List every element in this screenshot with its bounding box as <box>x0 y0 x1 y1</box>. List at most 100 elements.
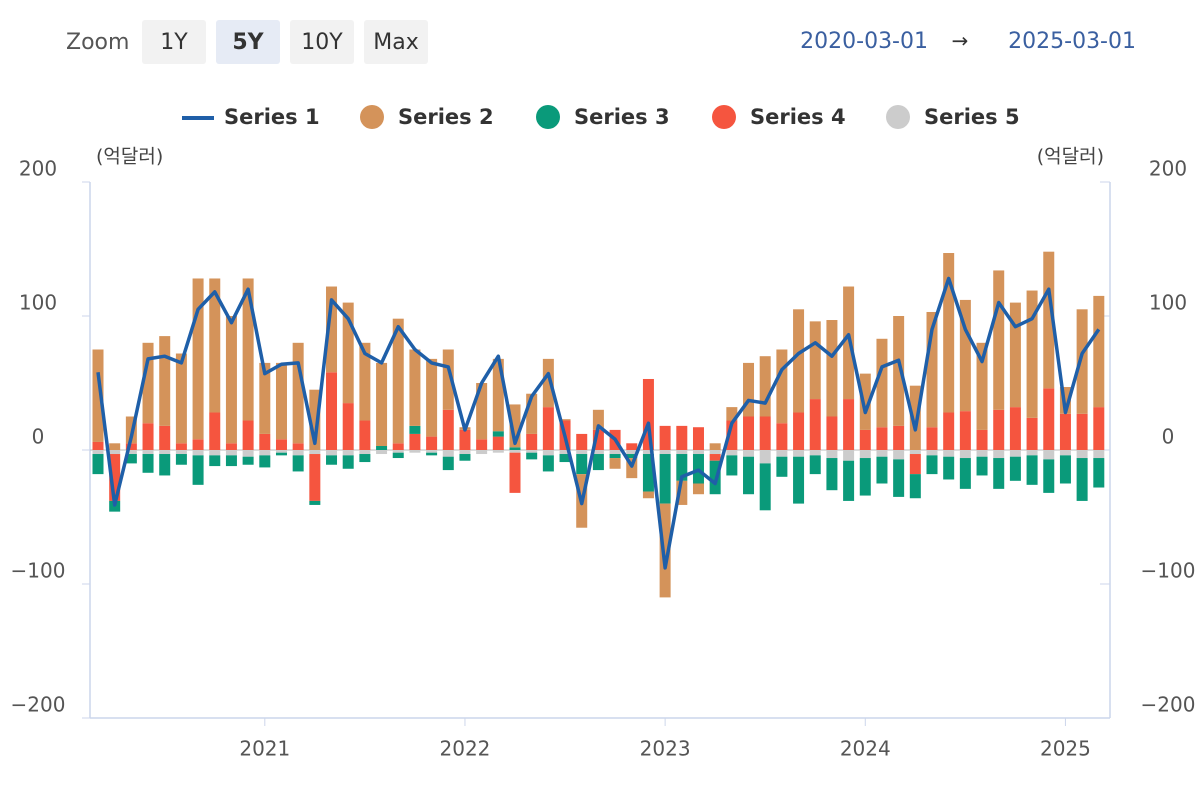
zoom-label: Zoom <box>66 30 129 55</box>
bar-segment <box>492 358 504 432</box>
bar-segment <box>1076 309 1088 414</box>
bar-segment <box>826 450 838 459</box>
bar-segment <box>676 425 688 450</box>
y-tick-label: 100 <box>19 291 57 315</box>
bar-segment <box>976 429 988 450</box>
bar-segment <box>1009 407 1021 450</box>
bar-segment <box>642 450 654 455</box>
bar-segment <box>676 480 688 505</box>
legend-label[interactable]: Series 1 <box>224 105 320 129</box>
zoom-button-label[interactable]: 1Y <box>160 30 188 55</box>
bar-segment <box>275 439 287 450</box>
y-tick-label: 0 <box>32 425 45 449</box>
bar-segment <box>592 454 604 471</box>
bar-segment <box>609 454 621 459</box>
bar-segment <box>626 458 638 479</box>
bar-segment <box>326 372 338 450</box>
y-tick-label: −200 <box>11 693 66 717</box>
bar-segment <box>492 450 504 453</box>
bar-segment <box>92 349 104 442</box>
bar-segment <box>893 425 905 450</box>
zoom-button[interactable] <box>290 20 354 64</box>
bar-segment <box>676 454 688 481</box>
bar-segment <box>943 450 955 457</box>
bar-segment <box>776 349 788 424</box>
bar-segment <box>426 450 438 453</box>
bar-segment <box>976 342 988 430</box>
bar-segment <box>826 458 838 491</box>
bar-segment <box>726 450 738 456</box>
bar-segment <box>159 425 171 450</box>
bar-segment <box>342 450 354 456</box>
legend-label[interactable]: Series 2 <box>398 105 494 129</box>
bar-segment <box>292 450 304 456</box>
bar-segment <box>793 450 805 457</box>
bar-segment <box>993 450 1005 459</box>
range-separator: → <box>952 29 969 53</box>
legend-symbol <box>360 105 384 129</box>
bar-segment <box>659 454 671 504</box>
bar-segment <box>209 455 221 467</box>
bar-segment <box>559 450 571 455</box>
bar-segment <box>826 320 838 417</box>
zoom-button[interactable] <box>364 20 428 64</box>
bar-segment <box>993 409 1005 450</box>
bar-segment <box>743 456 755 495</box>
bar-segment <box>292 342 304 444</box>
bar-segment <box>225 450 237 456</box>
bar-segment <box>326 455 338 465</box>
bar-segment <box>776 450 788 457</box>
bar-segment <box>342 455 354 469</box>
bar-segment <box>843 399 855 450</box>
bar-segment <box>342 403 354 450</box>
bar-segment <box>275 362 287 440</box>
bar-segment <box>1059 413 1071 450</box>
range-from[interactable]: 2020-03-01 <box>800 29 928 54</box>
bar-segment <box>225 443 237 450</box>
bar-segment <box>309 389 321 450</box>
bar-segment <box>242 278 254 421</box>
zoom-button-label[interactable]: Max <box>373 30 418 55</box>
bar-segment <box>509 447 521 450</box>
zoom-button[interactable] <box>216 20 280 64</box>
bar-segment <box>943 412 955 450</box>
y2-tick-label: 0 <box>1162 425 1175 449</box>
bar-segment <box>142 454 154 473</box>
bar-segment <box>709 450 721 455</box>
bar-segment <box>592 409 604 430</box>
bar-segment <box>192 439 204 450</box>
zoom-button-label[interactable]: 5Y <box>232 30 264 55</box>
zoom-button-label[interactable]: 10Y <box>301 30 343 55</box>
bar-segment <box>1026 455 1038 485</box>
x-tick-label: 2025 <box>1040 737 1091 761</box>
bar-segment <box>809 450 821 456</box>
bar-segment <box>993 458 1005 489</box>
bar-segment <box>109 443 121 450</box>
bar-segment <box>642 378 654 450</box>
bar-segment <box>376 450 388 455</box>
bar-segment <box>359 342 371 421</box>
bar-segment <box>909 385 921 450</box>
legend-label[interactable]: Series 3 <box>574 105 670 129</box>
bar-segment <box>542 358 554 408</box>
zoom-button[interactable] <box>142 20 206 64</box>
bar-segment <box>943 456 955 480</box>
bar-segment <box>476 439 488 450</box>
range-to[interactable]: 2025-03-01 <box>1008 29 1136 54</box>
bar-segment <box>559 419 571 421</box>
bar-segment <box>142 342 154 424</box>
bar-segment <box>426 452 438 456</box>
legend-label[interactable]: Series 5 <box>924 105 1020 129</box>
bar-segment <box>759 463 771 511</box>
bar-segment <box>442 450 454 457</box>
bar-segment <box>209 412 221 450</box>
bar-segment <box>459 429 471 450</box>
legend-label[interactable]: Series 4 <box>750 105 846 129</box>
bar-segment <box>209 450 221 456</box>
x-tick-label: 2022 <box>440 737 491 761</box>
toolbar: Zoom <box>66 30 129 55</box>
bar-segment <box>1093 295 1105 408</box>
bar-segment <box>1043 251 1055 389</box>
x-tick-label: 2021 <box>239 737 290 761</box>
bar-segment <box>793 309 805 413</box>
